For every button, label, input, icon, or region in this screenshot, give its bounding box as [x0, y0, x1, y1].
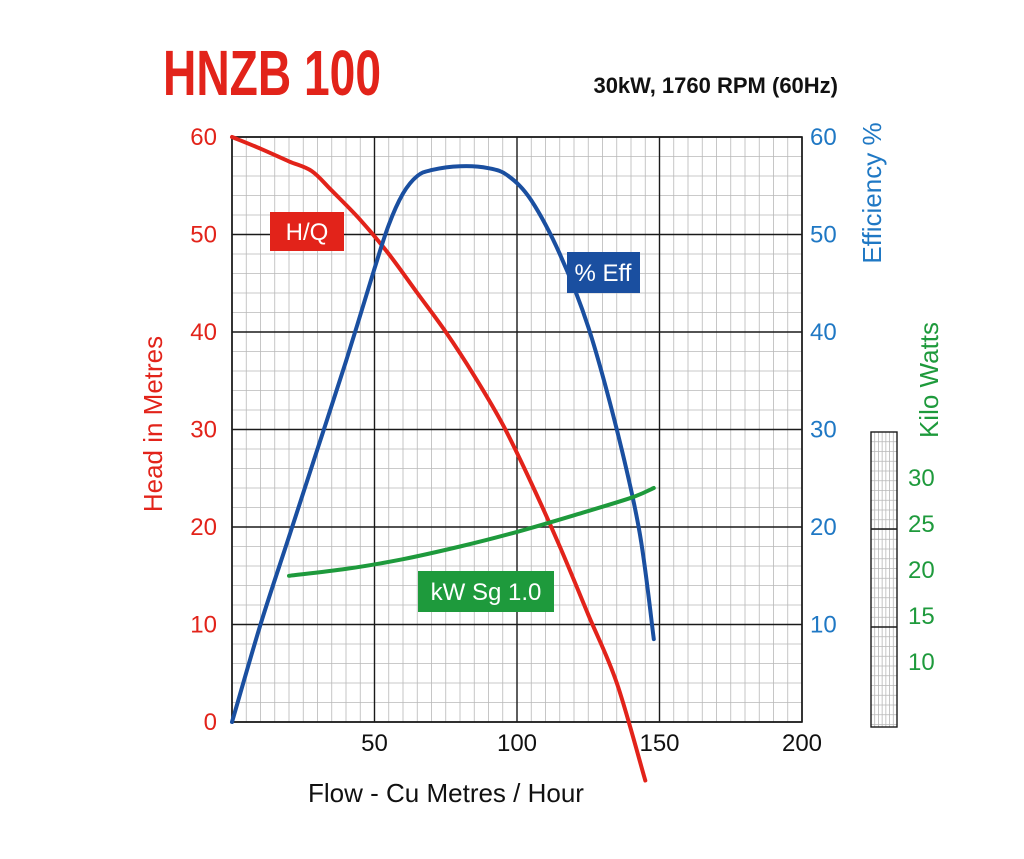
y-tick-label-right: 60 [810, 124, 837, 151]
y-tick-label-left: 10 [190, 612, 217, 639]
curves [230, 135, 656, 783]
y-tick-label-right: 50 [810, 222, 837, 249]
kw-label: kW Sg 1.0 [431, 579, 542, 606]
y-axis-label-left: Head in Metres [138, 336, 168, 512]
y-tick-label-left: 20 [190, 514, 217, 541]
kw-curve [287, 486, 656, 578]
kw-tick-label: 15 [908, 603, 935, 630]
y-axis-label-right: Efficiency % [857, 122, 887, 263]
y-tick-label-left: 60 [190, 124, 217, 151]
x-tick-label: 50 [361, 730, 388, 757]
y-tick-label-right: 20 [810, 514, 837, 541]
x-axis-label: Flow - Cu Metres / Hour [308, 778, 584, 808]
x-tick-labels: 50 100 150 200 [361, 730, 822, 757]
major-grid [231, 136, 803, 723]
hq-curve [230, 135, 648, 783]
y-tick-label-right: 40 [810, 319, 837, 346]
y-tick-label-left: 50 [190, 222, 217, 249]
y-tick-label-right: 10 [810, 612, 837, 639]
kw-tick-label: 10 [908, 649, 935, 676]
x-tick-label: 200 [782, 730, 822, 757]
y-tick-label-left: 40 [190, 319, 217, 346]
y-tick-label-left: 30 [190, 417, 217, 444]
x-tick-label: 150 [639, 730, 679, 757]
kw-frame [870, 431, 898, 728]
x-tick-label: 100 [497, 730, 537, 757]
kw-label-badge: kW Sg 1.0 [418, 571, 554, 612]
chart-title: HNZB 100 [163, 37, 381, 109]
y-tick-label-left: 0 [204, 709, 217, 736]
eff-label: % Eff [575, 260, 632, 287]
kilowatt-scale-box [870, 431, 898, 728]
hq-label: H/Q [286, 219, 329, 246]
y-tick-labels-left: 0 10 20 30 40 50 60 [190, 124, 217, 736]
chart-subtitle: 30kW, 1760 RPM (60Hz) [593, 73, 838, 98]
efficiency-curve [230, 164, 656, 724]
y-tick-labels-right: 10 20 30 40 50 60 [810, 124, 837, 639]
kw-tick-labels: 10 15 20 25 30 [908, 465, 935, 676]
kw-tick-label: 20 [908, 557, 935, 584]
hq-label-badge: H/Q [270, 212, 344, 251]
plot-frame [231, 136, 803, 723]
eff-label-badge: % Eff [567, 252, 640, 293]
kw-tick-label: 30 [908, 465, 935, 492]
y-tick-label-right: 30 [810, 417, 837, 444]
kw-axis-label: Kilo Watts [914, 322, 944, 438]
kw-tick-label: 25 [908, 511, 935, 538]
